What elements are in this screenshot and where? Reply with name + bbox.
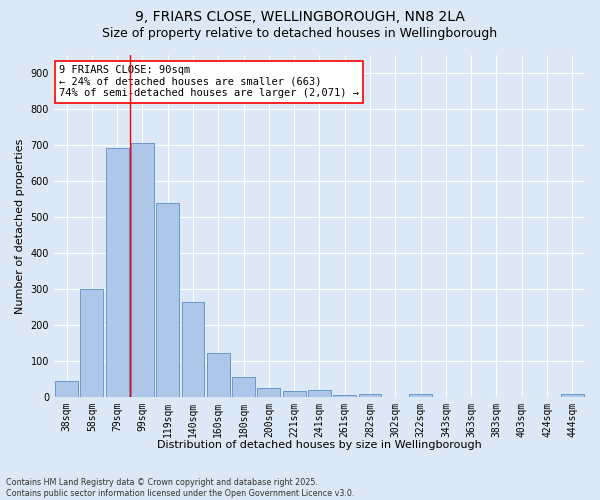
- Bar: [232, 376, 255, 397]
- X-axis label: Distribution of detached houses by size in Wellingborough: Distribution of detached houses by size …: [157, 440, 482, 450]
- Bar: [106, 148, 128, 397]
- Bar: [131, 143, 154, 397]
- Text: Size of property relative to detached houses in Wellingborough: Size of property relative to detached ho…: [103, 28, 497, 40]
- Bar: [182, 302, 205, 397]
- Bar: [359, 394, 382, 397]
- Bar: [308, 390, 331, 397]
- Bar: [55, 381, 78, 397]
- Bar: [157, 204, 179, 397]
- Text: Contains HM Land Registry data © Crown copyright and database right 2025.
Contai: Contains HM Land Registry data © Crown c…: [6, 478, 355, 498]
- Bar: [409, 394, 432, 397]
- Text: 9 FRIARS CLOSE: 90sqm
← 24% of detached houses are smaller (663)
74% of semi-det: 9 FRIARS CLOSE: 90sqm ← 24% of detached …: [59, 66, 359, 98]
- Text: 9, FRIARS CLOSE, WELLINGBOROUGH, NN8 2LA: 9, FRIARS CLOSE, WELLINGBOROUGH, NN8 2LA: [135, 10, 465, 24]
- Bar: [257, 388, 280, 397]
- Y-axis label: Number of detached properties: Number of detached properties: [15, 138, 25, 314]
- Bar: [561, 394, 584, 397]
- Bar: [80, 289, 103, 397]
- Bar: [207, 353, 230, 397]
- Bar: [334, 396, 356, 397]
- Bar: [283, 390, 305, 397]
